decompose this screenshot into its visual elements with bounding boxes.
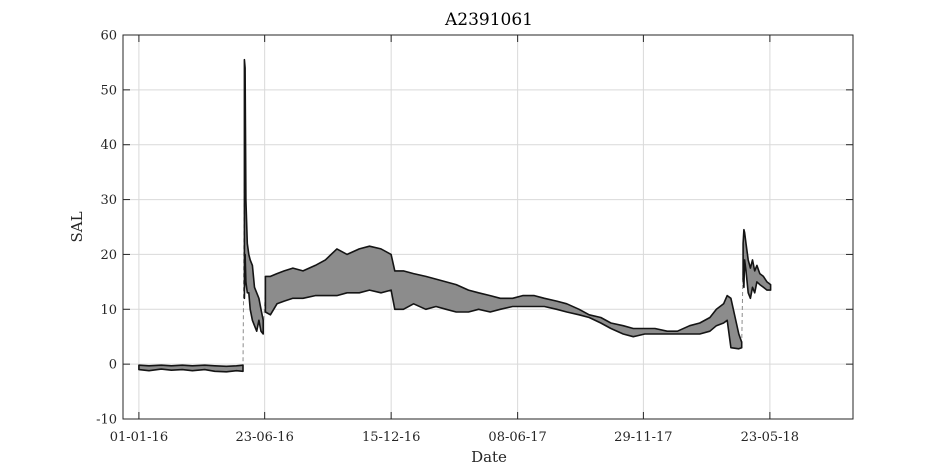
plot-area-frame	[122, 34, 854, 420]
y-tick-label: 40	[100, 138, 117, 153]
y-tick-label: -10	[96, 413, 117, 428]
sal-band-segment-4	[742, 228, 772, 300]
y-tick-label: 50	[100, 83, 117, 98]
y-axis-label: SAL	[68, 211, 86, 242]
y-tick-labels: -10 0 10 20 30 40 50 60	[96, 29, 117, 428]
sal-band-segment-2	[243, 58, 264, 335]
x-tick-labels: 01-01-16 23-06-16 15-12-16 08-06-17 29-11-17…	[110, 430, 799, 445]
sal-band-segment-3	[264, 245, 743, 350]
y-tick-label: 0	[109, 358, 117, 373]
x-tick-label: 01-01-16	[110, 430, 168, 445]
x-tick-label: 08-06-17	[488, 430, 546, 445]
axis-ticks	[123, 34, 853, 420]
sal-band-segment-1	[138, 364, 244, 373]
gap-connector	[262, 294, 266, 328]
sal-series	[138, 58, 772, 373]
grid-lines	[123, 34, 853, 420]
x-tick-label: 23-05-18	[741, 430, 799, 445]
chart-title: A2391061	[444, 10, 533, 30]
y-tick-label: 60	[100, 29, 117, 44]
y-tick-label: 10	[100, 303, 117, 318]
x-axis-label: Date	[471, 448, 507, 466]
y-tick-label: 30	[100, 193, 117, 208]
x-tick-label: 23-06-16	[235, 430, 293, 445]
x-tick-label: 29-11-17	[614, 430, 672, 445]
y-tick-label: 20	[100, 248, 117, 263]
x-tick-label: 15-12-16	[362, 430, 420, 445]
